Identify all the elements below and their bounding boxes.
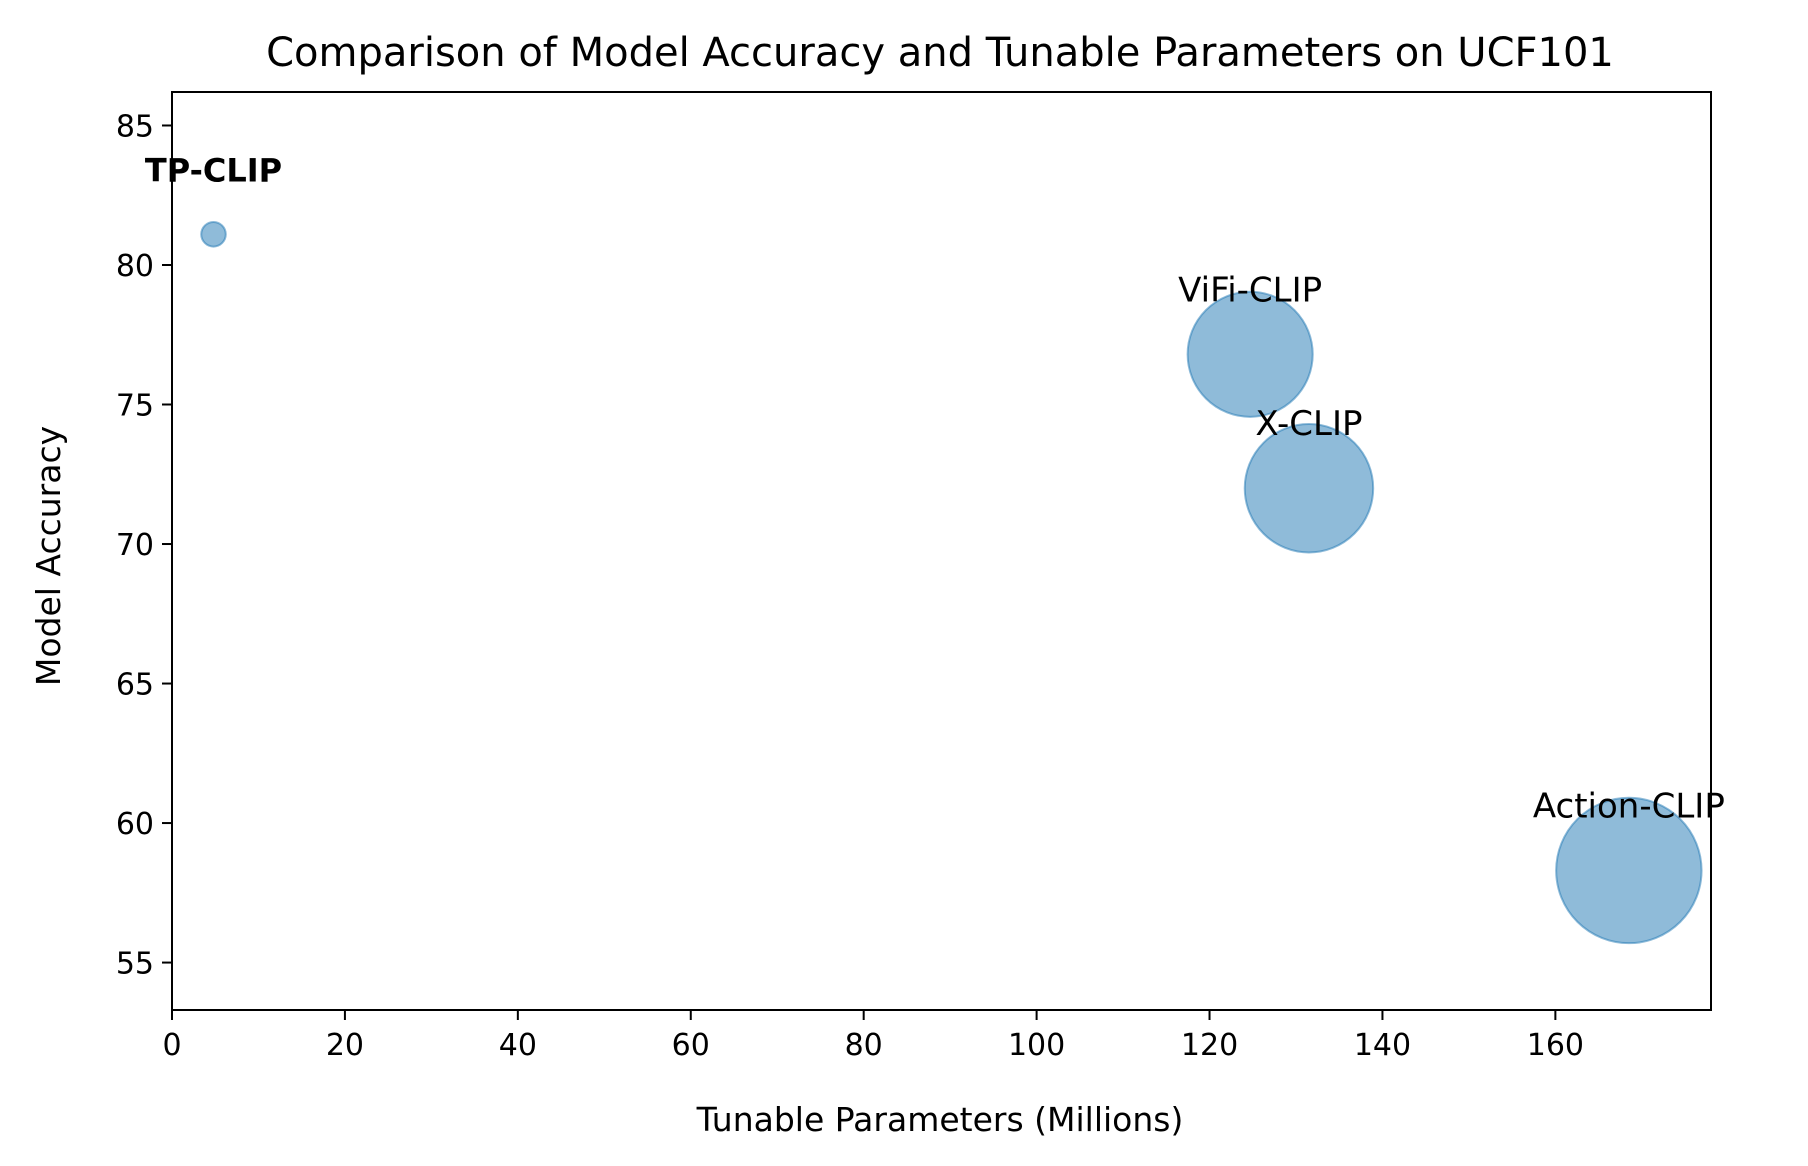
- data-point-vifi-clip: [1186, 290, 1314, 418]
- x-tick-label: 20: [326, 1028, 364, 1063]
- point-label-x-clip: X-CLIP: [1255, 404, 1362, 444]
- point-labels: TP-CLIP ViFi-CLIP X-CLIP Action-CLIP: [145, 151, 1725, 826]
- x-tick-label: 100: [1008, 1028, 1065, 1063]
- x-tick-label: 0: [162, 1028, 181, 1063]
- data-point-tp-clip: [200, 221, 227, 248]
- x-tick-label: 160: [1527, 1028, 1584, 1063]
- chart-title: Comparison of Model Accuracy and Tunable…: [266, 30, 1614, 76]
- x-tick-label: 40: [499, 1028, 537, 1063]
- data-point-action-clip: [1555, 796, 1703, 945]
- y-axis-label: Model Accuracy: [29, 426, 68, 686]
- data-points: [200, 221, 1703, 945]
- x-tick-label: 80: [845, 1028, 883, 1063]
- y-tick-label: 85: [116, 109, 154, 144]
- x-axis-ticks: 0 20 40 60 80 100 120 140 160: [162, 1010, 1584, 1063]
- x-tick-label: 140: [1354, 1028, 1411, 1063]
- y-tick-label: 80: [116, 249, 154, 284]
- point-label-action-clip: Action-CLIP: [1533, 786, 1725, 826]
- point-label-tp-clip: TP-CLIP: [145, 151, 282, 189]
- y-tick-label: 70: [116, 528, 154, 563]
- y-tick-label: 75: [116, 389, 154, 424]
- point-label-vifi-clip: ViFi-CLIP: [1178, 270, 1322, 310]
- plot-area-frame: [171, 91, 1712, 1011]
- y-tick-label: 60: [116, 807, 154, 842]
- y-tick-label: 55: [116, 947, 154, 982]
- x-tick-label: 60: [672, 1028, 710, 1063]
- x-tick-label: 120: [1181, 1028, 1238, 1063]
- y-axis-ticks: 55 60 65 70 75 80 85: [116, 109, 172, 982]
- x-axis-label: Tunable Parameters (Millions): [696, 1100, 1184, 1139]
- y-tick-label: 65: [116, 668, 154, 703]
- data-point-x-clip: [1243, 422, 1375, 554]
